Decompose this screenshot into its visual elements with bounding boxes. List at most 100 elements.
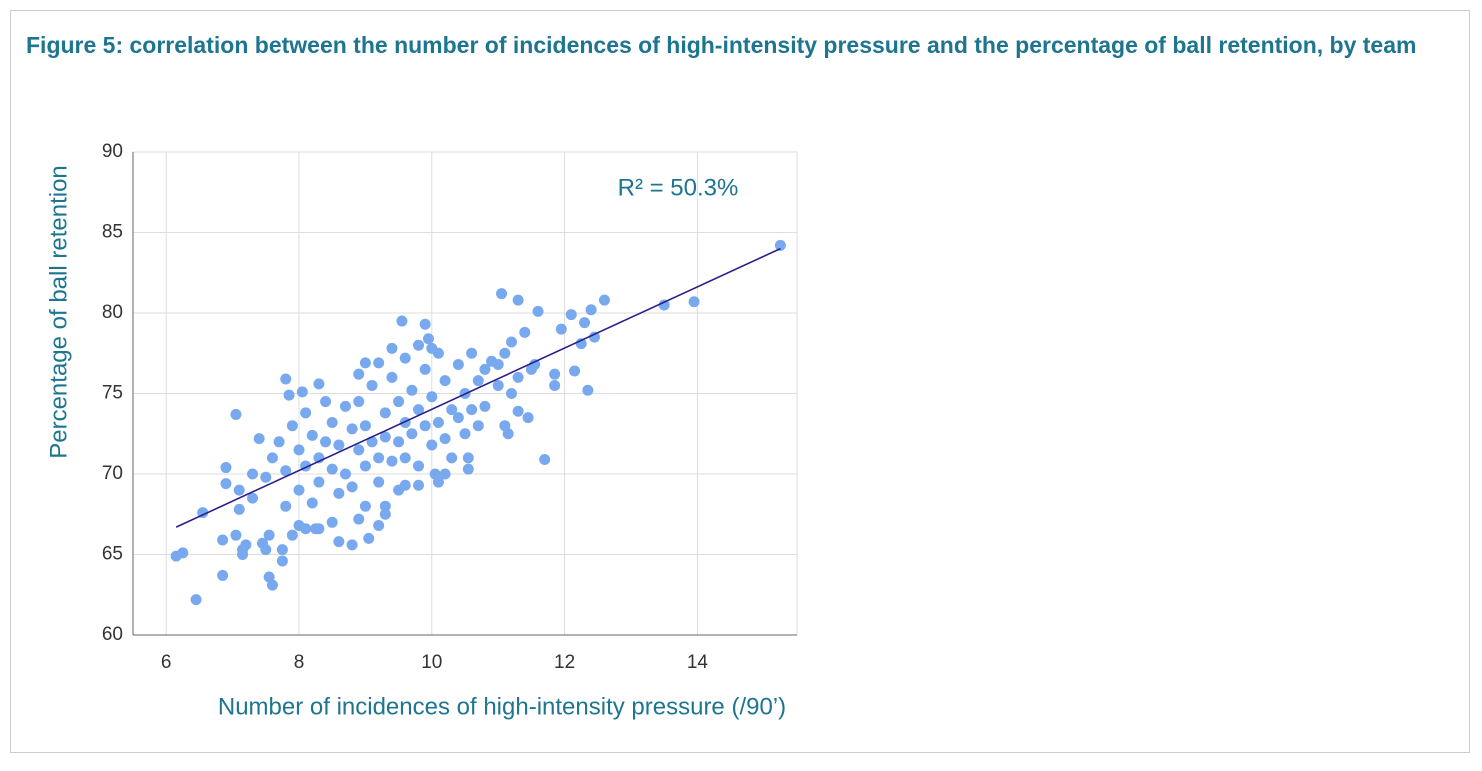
point: [413, 404, 425, 416]
point: [429, 468, 441, 480]
point: [519, 326, 531, 338]
point: [499, 420, 511, 432]
point: [413, 339, 425, 351]
point: [472, 420, 484, 432]
point: [326, 463, 338, 475]
frame: [10, 10, 1470, 753]
point: [313, 476, 325, 488]
point: [492, 379, 504, 391]
point: [293, 484, 305, 496]
point: [426, 439, 438, 451]
y-tick-label: 70: [102, 463, 123, 484]
y-tick-label: 65: [102, 544, 123, 565]
point: [326, 516, 338, 528]
point: [413, 460, 425, 472]
point: [346, 539, 358, 551]
point: [532, 305, 544, 317]
point: [419, 318, 431, 330]
point: [313, 523, 325, 535]
point: [525, 363, 537, 375]
point: [459, 428, 471, 440]
point: [326, 416, 338, 428]
point: [359, 357, 371, 369]
point: [565, 309, 577, 321]
point: [426, 342, 438, 354]
point: [549, 368, 561, 380]
point: [280, 500, 292, 512]
point: [363, 532, 375, 544]
point: [522, 412, 534, 424]
point: [386, 455, 398, 467]
point: [353, 513, 365, 525]
point: [339, 400, 351, 412]
point: [353, 444, 365, 456]
point: [598, 294, 610, 306]
point: [588, 331, 600, 343]
point: [220, 462, 232, 474]
point: [366, 379, 378, 391]
point: [379, 431, 391, 443]
point: [276, 544, 288, 556]
y-tick-label: 60: [102, 624, 123, 645]
point: [396, 315, 408, 327]
point: [413, 479, 425, 491]
point: [492, 359, 504, 371]
point: [320, 396, 332, 408]
point: [296, 386, 308, 398]
point: [386, 342, 398, 354]
y-tick-label: 85: [102, 222, 123, 243]
point: [300, 407, 312, 419]
point: [774, 239, 786, 251]
point: [505, 336, 517, 348]
point: [366, 436, 378, 448]
point: [263, 529, 275, 541]
point: [512, 371, 524, 383]
point: [273, 436, 285, 448]
trend-line: [175, 247, 781, 528]
point: [466, 404, 478, 416]
point: [406, 428, 418, 440]
y-axis-label: Percentage of ball retention: [45, 165, 72, 459]
point: [240, 539, 252, 551]
point: [512, 405, 524, 417]
point: [280, 373, 292, 385]
point: [479, 363, 491, 375]
point: [472, 375, 484, 387]
point: [373, 476, 385, 488]
point: [446, 452, 458, 464]
point: [217, 569, 229, 581]
point: [247, 468, 259, 480]
point: [539, 454, 551, 466]
point: [688, 296, 700, 308]
point: [373, 520, 385, 532]
y-tick-label: 90: [102, 141, 123, 162]
point: [439, 375, 451, 387]
point: [386, 371, 398, 383]
point: [359, 500, 371, 512]
point: [286, 529, 298, 541]
point: [579, 317, 591, 329]
point: [286, 420, 298, 432]
point: [230, 408, 242, 420]
point: [177, 547, 189, 559]
point: [399, 452, 411, 464]
point: [422, 333, 434, 345]
point: [230, 529, 242, 541]
point: [333, 536, 345, 548]
point: [253, 433, 265, 445]
point: [446, 404, 458, 416]
point: [658, 299, 670, 311]
x-axis-label: Number of incidences of high-intensity p…: [218, 693, 786, 720]
point: [379, 407, 391, 419]
point: [266, 452, 278, 464]
point: [306, 497, 318, 509]
point: [353, 396, 365, 408]
point: [359, 460, 371, 472]
point: [426, 391, 438, 403]
point: [499, 347, 511, 359]
point: [373, 357, 385, 369]
point: [555, 323, 567, 335]
x-tick-label: 10: [421, 652, 442, 673]
title-box: Figure 5: correlation between the number…: [26, 32, 1416, 58]
